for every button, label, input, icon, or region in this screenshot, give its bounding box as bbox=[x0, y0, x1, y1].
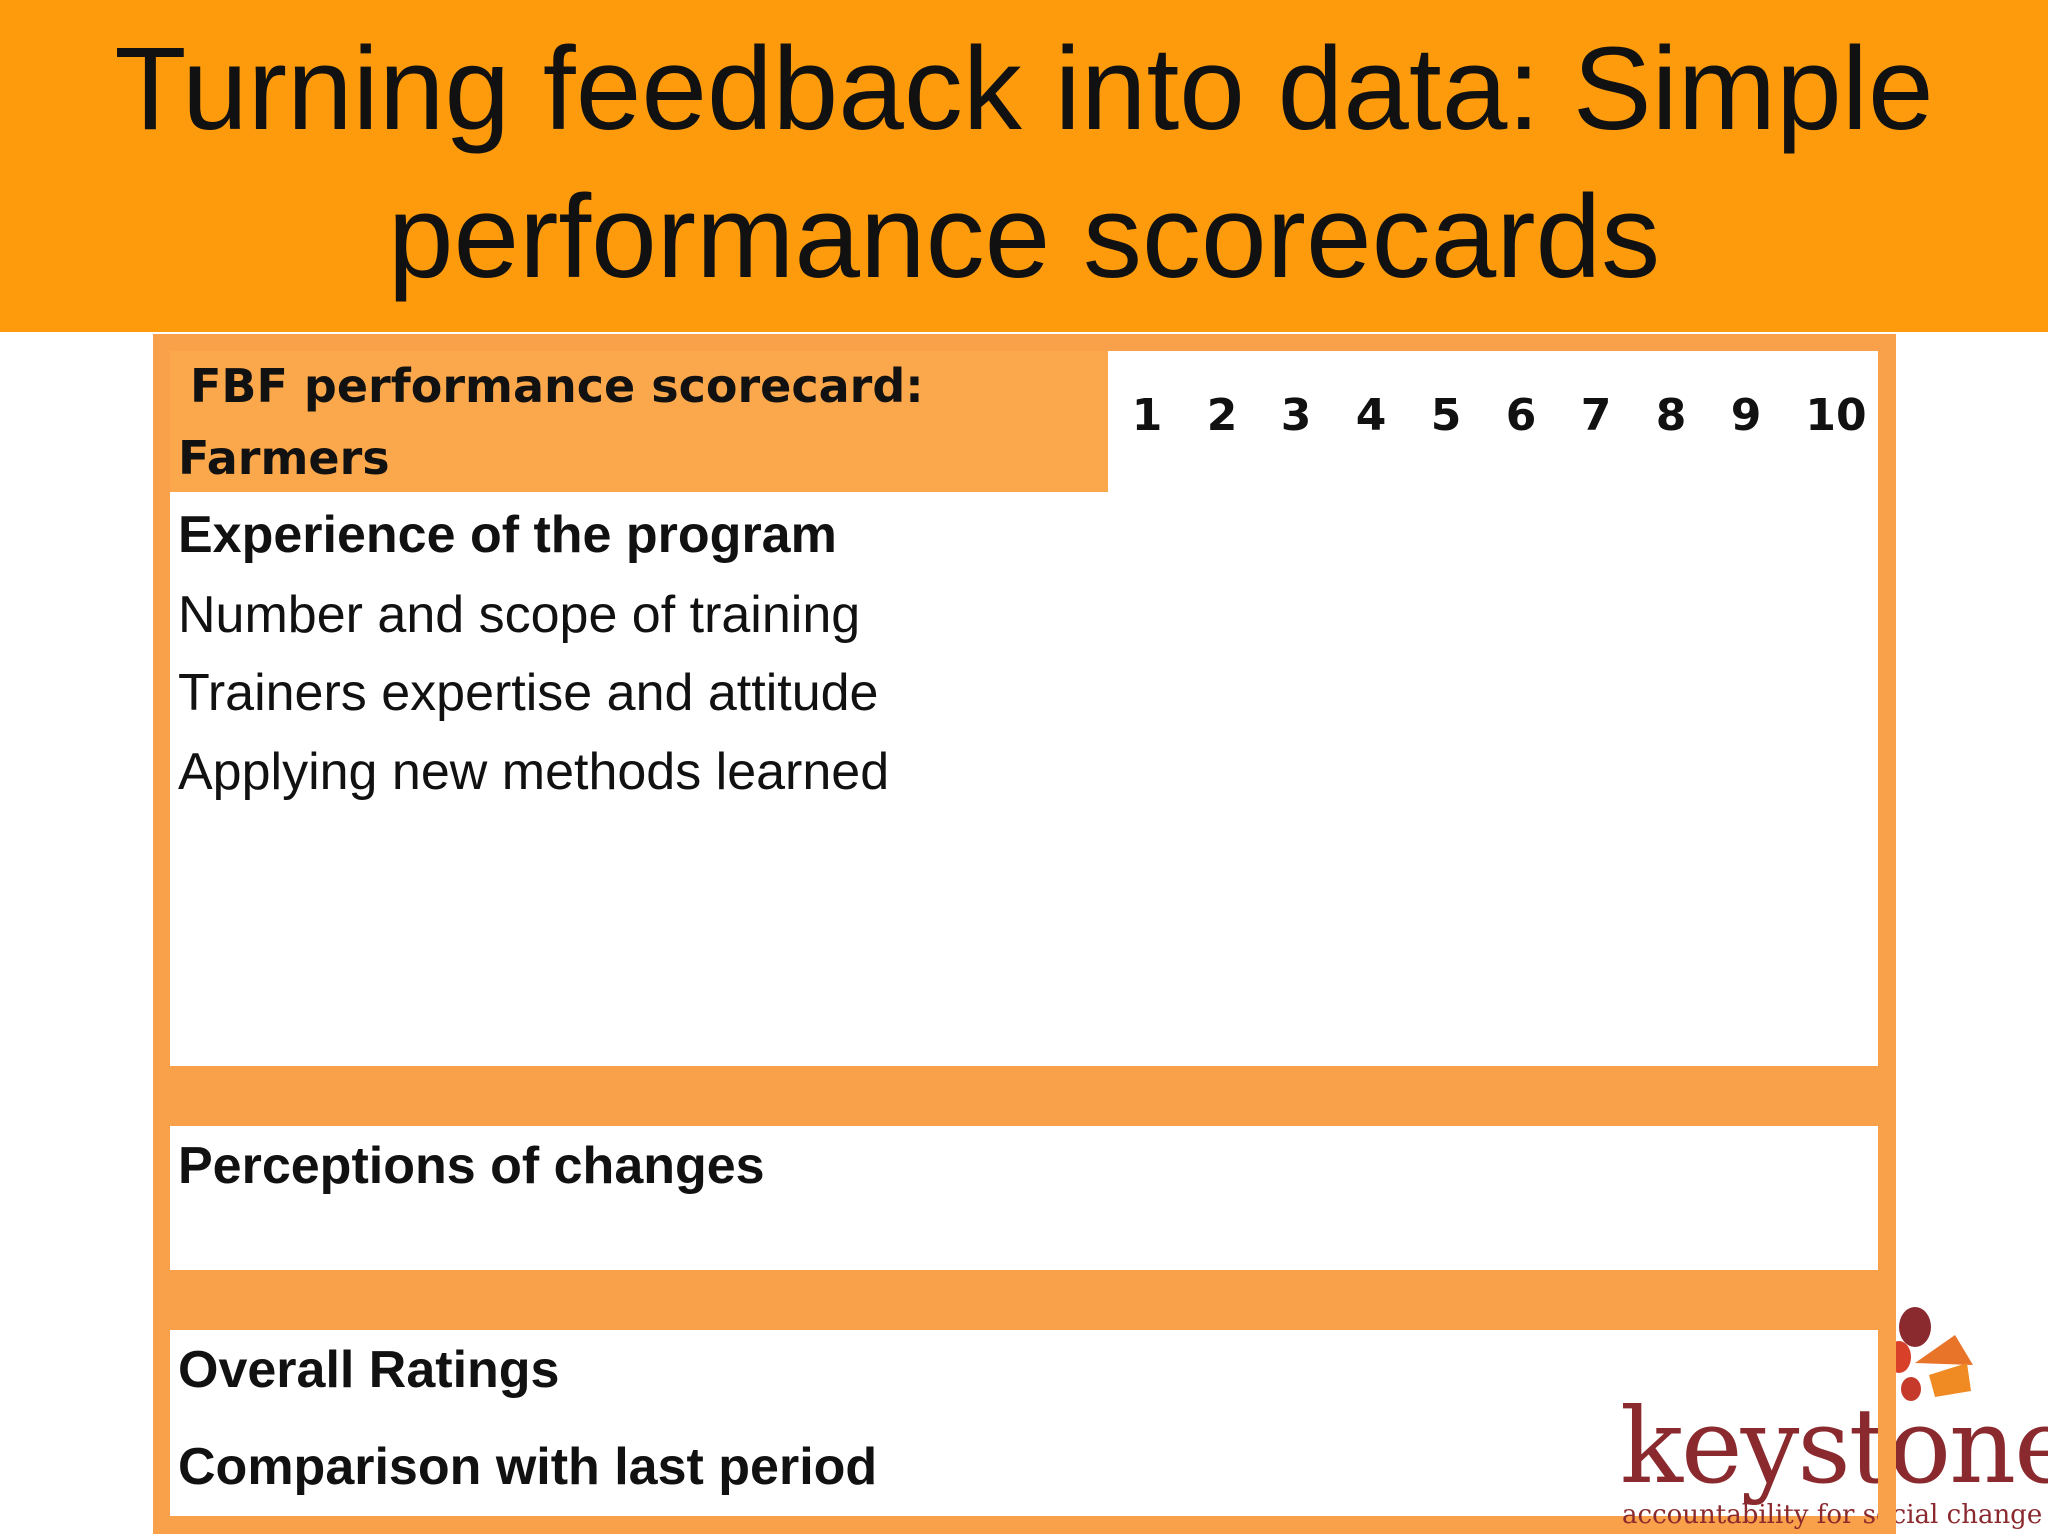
scale-value: 4 bbox=[1355, 390, 1387, 441]
scale-value: 8 bbox=[1655, 390, 1687, 441]
overall-heading: Overall Ratings bbox=[178, 1341, 560, 1399]
frame-right-edge bbox=[1878, 1310, 1896, 1534]
experience-section bbox=[170, 492, 1878, 1066]
title-bar: Turning feedback into data: Simple perfo… bbox=[0, 0, 2048, 332]
keystone-logo: keystone accountability for social chang… bbox=[1620, 1305, 2048, 1536]
scale-value: 9 bbox=[1730, 390, 1762, 441]
scale-value: 6 bbox=[1505, 390, 1537, 441]
logo-tagline: accountability for social change bbox=[1622, 1500, 2043, 1530]
scale-value: 7 bbox=[1580, 390, 1612, 441]
comparison-label: Comparison with last period bbox=[178, 1438, 878, 1496]
scorecard-header-cell bbox=[170, 351, 1108, 492]
perceptions-section bbox=[170, 1126, 1878, 1270]
scale-value: 1 bbox=[1131, 390, 1163, 441]
scale-value: 3 bbox=[1280, 390, 1312, 441]
overall-section bbox=[170, 1330, 1878, 1516]
scale-area bbox=[1108, 351, 1878, 492]
scorecard-title: FBF performance scorecard: Farmers bbox=[178, 359, 924, 485]
perceptions-heading: Perceptions of changes bbox=[178, 1137, 765, 1195]
slide-title: Turning feedback into data: Simple perfo… bbox=[114, 23, 1934, 303]
scale-value: 10 bbox=[1805, 390, 1867, 441]
experience-heading: Experience of the program bbox=[178, 506, 837, 564]
logo-wordmark: keystone bbox=[1620, 1385, 2048, 1507]
scale-value: 2 bbox=[1206, 390, 1238, 441]
experience-item: Number and scope of training bbox=[178, 586, 861, 644]
experience-item: Applying new methods learned bbox=[178, 743, 890, 801]
rating-scale: 1 2 3 4 5 6 7 8 9 10 bbox=[1108, 390, 1878, 441]
experience-item: Trainers expertise and attitude bbox=[178, 664, 879, 722]
scale-value: 5 bbox=[1430, 390, 1462, 441]
